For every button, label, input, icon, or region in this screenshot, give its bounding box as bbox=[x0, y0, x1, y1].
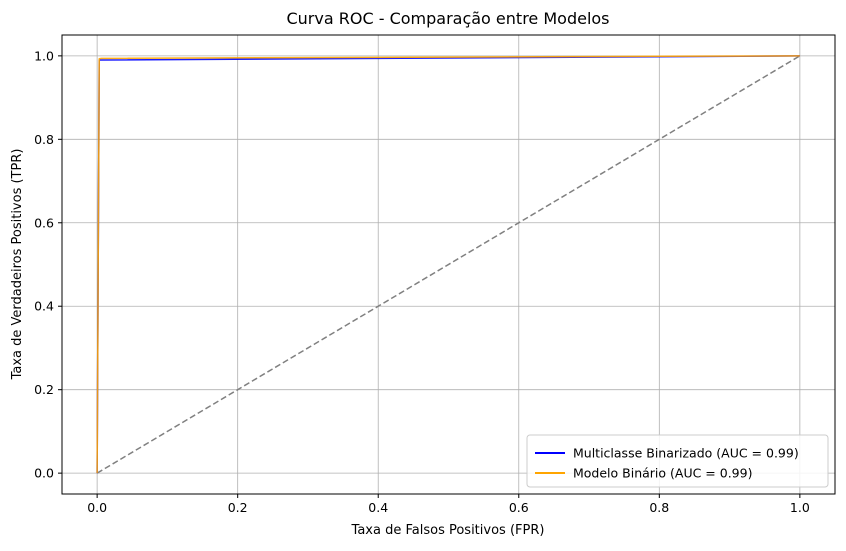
x-tick-label-3: 0.6 bbox=[509, 500, 529, 515]
y-tick-label-0: 0.0 bbox=[34, 466, 54, 481]
reference-diagonal bbox=[96, 55, 801, 474]
y-tick-label-1: 0.2 bbox=[34, 382, 54, 397]
reference-diagonal-line bbox=[96, 55, 801, 474]
y-tick-label-2: 0.4 bbox=[34, 299, 54, 314]
x-tick-label-2: 0.4 bbox=[368, 500, 388, 515]
legend-items: Multiclasse Binarizado (AUC = 0.99) Model… bbox=[535, 446, 799, 481]
y-tick-label-3: 0.6 bbox=[34, 215, 54, 230]
y-axis-ticks: 0.0 0.2 0.4 0.6 0.8 1.0 bbox=[34, 48, 62, 481]
x-tick-label-1: 0.2 bbox=[228, 500, 248, 515]
series-line-1 bbox=[96, 55, 800, 474]
series-lines bbox=[96, 55, 800, 474]
legend: Multiclasse Binarizado (AUC = 0.99) Model… bbox=[526, 434, 829, 488]
y-axis-label: Taxa de Verdadeiros Positivos (TPR) bbox=[10, 149, 25, 381]
legend-label-0: Multiclasse Binarizado (AUC = 0.99) bbox=[573, 446, 799, 461]
legend-label-1: Modelo Binário (AUC = 0.99) bbox=[573, 466, 752, 481]
x-tick-label-0: 0.0 bbox=[87, 500, 107, 515]
y-tick-label-4: 0.8 bbox=[34, 132, 54, 147]
x-tick-label-5: 1.0 bbox=[790, 500, 810, 515]
x-axis-ticks: 0.0 0.2 0.4 0.6 0.8 1.0 bbox=[87, 494, 810, 515]
plot-frame bbox=[61, 34, 836, 495]
y-tick-label-5: 1.0 bbox=[34, 48, 54, 63]
grid-lines bbox=[62, 35, 835, 494]
chart-title: Curva ROC - Comparação entre Modelos bbox=[286, 9, 609, 28]
legend-box bbox=[526, 434, 829, 488]
x-tick-label-4: 0.8 bbox=[649, 500, 669, 515]
x-axis-label: Taxa de Falsos Positivos (FPR) bbox=[351, 523, 545, 538]
